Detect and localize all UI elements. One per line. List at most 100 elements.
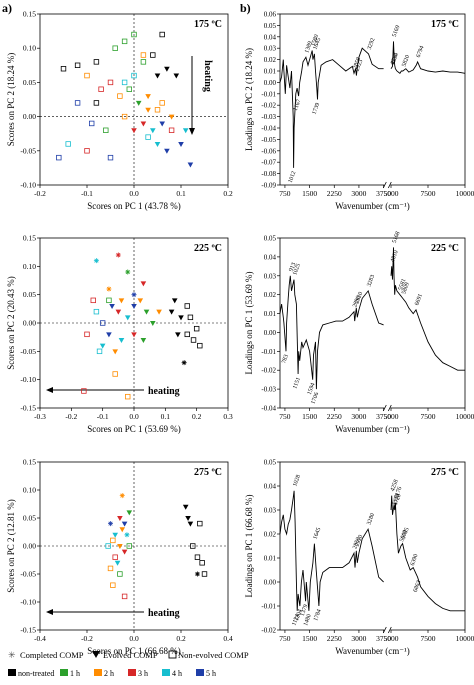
data-point-evolved: [150, 128, 156, 134]
y-tick-label: -0.01: [261, 348, 276, 356]
heating-label: heating: [148, 608, 180, 619]
y-tick-label: -0.03: [261, 113, 276, 121]
data-point-non-evolved: [110, 582, 116, 588]
data-point-completed: [119, 493, 125, 499]
evolved-marker-icon: [92, 651, 100, 658]
y-tick-label: 0.10: [23, 262, 36, 271]
y-tick-label: -0.05: [20, 146, 36, 155]
data-point: [112, 45, 118, 51]
y-tick-label: -0.02: [261, 367, 276, 375]
y-tick-label: 0.00: [264, 579, 277, 587]
data-point-evolved: [171, 298, 178, 304]
data-point-non-evolved: [96, 348, 103, 355]
peak-annotation: 1028: [292, 474, 302, 487]
peak-annotation: 2920: [355, 291, 365, 304]
data-point-evolved: [126, 510, 133, 516]
data-point-non-evolved: [112, 371, 118, 377]
peak-annotation: 6390: [410, 553, 420, 566]
data-point: [84, 72, 90, 79]
y-tick-label: -0.09: [261, 182, 276, 190]
y-tick-label: -0.04: [261, 405, 276, 413]
data-point-evolved: [112, 349, 118, 355]
legend-swatch-0: [8, 669, 16, 676]
x-tick-label: 1500: [302, 189, 317, 198]
x-axis-label: Wavenumber (cm⁻¹): [335, 201, 409, 211]
data-point-evolved: [143, 309, 150, 315]
y-tick-label: -0.01: [261, 603, 276, 611]
x-tick-label: 3750: [376, 634, 391, 643]
y-axis-label: Scores on PC 2 (20.43 %): [6, 276, 16, 370]
y-axis-label: Loadings on PC 1 (53.69 %): [244, 272, 254, 375]
data-point-evolved: [119, 527, 126, 533]
data-point: [131, 72, 137, 79]
data-point-evolved: [121, 549, 128, 555]
legend-time-1: 1 h: [70, 669, 80, 678]
data-point-evolved: [173, 73, 180, 79]
plot-title: 175 ºC: [194, 19, 222, 30]
x-tick-label: 2250: [327, 189, 342, 198]
peak-annotation: 1379: [300, 604, 310, 617]
y-tick-label: 0.03: [264, 507, 277, 515]
x-tick-label: 3000: [351, 634, 366, 643]
data-point-evolved: [159, 121, 165, 127]
y-tick-label: 0.05: [264, 459, 277, 467]
peak-annotation: 3283: [366, 274, 376, 287]
data-point-evolved: [164, 148, 170, 154]
x-tick-label: 0.0: [129, 189, 139, 198]
y-tick-label: 0.01: [264, 68, 277, 76]
data-point-evolved: [140, 338, 147, 343]
plot-frame: [279, 13, 466, 186]
data-point-non-evolved: [197, 342, 203, 349]
legend-swatch-4: [162, 669, 170, 676]
x-tick-label: 3000: [351, 189, 366, 198]
data-point-evolved: [187, 521, 194, 527]
data-point: [60, 66, 67, 72]
peak-annotation: 1204: [294, 609, 304, 622]
y-tick-label: 0.05: [23, 78, 36, 87]
data-point: [56, 154, 62, 161]
data-point: [103, 127, 109, 133]
x-tick-label: -0.2: [34, 189, 46, 198]
heating-label: heating: [148, 386, 180, 397]
heating-arrow-head: [189, 128, 195, 135]
data-point-non-evolved: [107, 565, 114, 572]
data-point: [131, 31, 137, 38]
data-point-evolved: [164, 66, 170, 72]
data-point-evolved: [109, 304, 115, 309]
data-point-non-evolved: [190, 337, 197, 343]
x-tick-label: -0.1: [81, 189, 93, 198]
data-point-evolved: [117, 516, 123, 521]
peak-annotation: 1025: [292, 263, 302, 276]
data-point-non-evolved: [112, 554, 118, 560]
data-point-evolved: [182, 128, 189, 134]
x-tick-label: 5000: [384, 412, 399, 421]
axis-break-mask: [384, 405, 391, 411]
data-point-evolved: [175, 332, 181, 338]
y-tick-label: 0.00: [23, 542, 36, 551]
peak-annotation: 1124: [291, 613, 301, 626]
x-axis-label: Wavenumber (cm⁻¹): [335, 424, 409, 434]
data-point-evolved: [168, 309, 175, 315]
data-point-completed: [124, 532, 130, 538]
data-point-evolved: [185, 516, 191, 521]
y-tick-label: 0.00: [264, 329, 277, 337]
y-tick-label: 0.00: [23, 319, 36, 328]
data-point-non-evolved: [194, 554, 201, 560]
data-point-evolved: [135, 100, 142, 106]
peak-annotation: 913: [289, 262, 298, 273]
peak-annotation: 1645: [313, 37, 323, 50]
data-point-non-evolved: [150, 52, 156, 58]
data-point-non-evolved: [199, 560, 205, 566]
legend-evolved: Evolved COMP: [103, 650, 158, 660]
data-point-evolved: [137, 298, 144, 304]
data-point-completed: [108, 521, 113, 527]
data-point: [121, 38, 128, 45]
y-tick-label: 0.15: [23, 458, 36, 467]
legend-time-row: non-treated 1 h 2 h 3 h 4 h 5 h: [8, 669, 216, 678]
x-tick-label: 7500: [421, 189, 436, 198]
x-tick-label: 2250: [327, 634, 342, 643]
peak-annotation: 1594: [307, 382, 317, 395]
scores-plot-275: -0.4 -0.2 0.0 0.2 0.4 -0.15 -0.10 -0.05 0.00 0.05…: [6, 458, 233, 657]
